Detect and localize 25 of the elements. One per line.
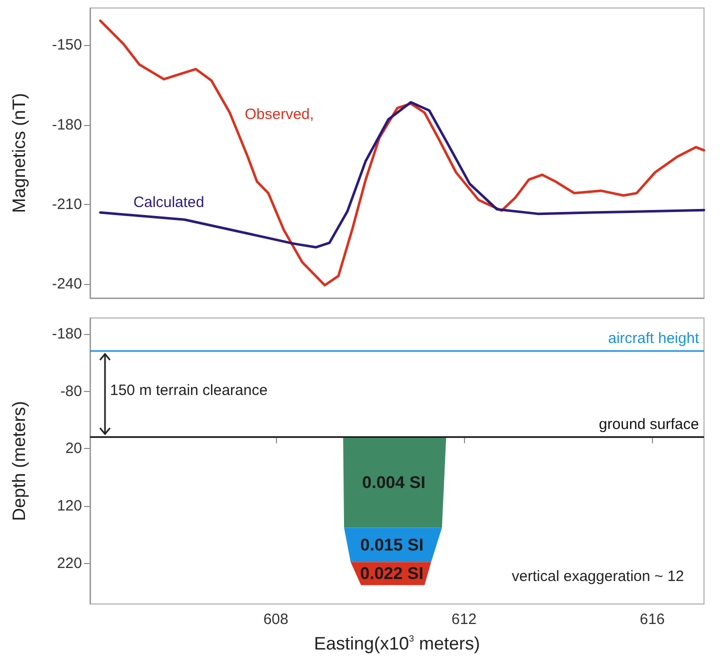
x-tick-label: 608 (263, 611, 288, 628)
series-label: Calculated (133, 194, 204, 211)
y-tick-label: 220 (56, 554, 82, 572)
annotation: vertical exaggeration ~ 12 (512, 568, 684, 585)
series-label: 0.022 SI (360, 564, 424, 584)
series-label: 0.004 SI (362, 472, 426, 492)
y-tick-label: -240 (52, 276, 82, 293)
y-axis-title: Magnetics (nT) (9, 92, 29, 214)
y-tick-label: 120 (56, 497, 82, 514)
y-tick-label: -210 (52, 196, 82, 214)
y-tick-label: -180 (52, 326, 82, 343)
y-tick-label: 20 (65, 440, 82, 458)
y-tick-label: -80 (60, 382, 82, 400)
series-label: 0.015 SI (360, 535, 424, 554)
y-tick-label: -150 (52, 36, 82, 54)
annotation: 150 m terrain clearance (110, 382, 268, 399)
x-tick-label: 612 (452, 611, 477, 628)
series-label: Observed, (244, 106, 314, 124)
ref-line-label: ground surface (598, 416, 699, 434)
ref-line-label: aircraft height (608, 330, 700, 348)
y-tick-label: -180 (52, 116, 82, 134)
line-series (99, 19, 706, 287)
y-axis-title: Depth (meters) (9, 400, 29, 522)
line-series (99, 101, 706, 249)
x-tick-label: 616 (640, 611, 665, 628)
